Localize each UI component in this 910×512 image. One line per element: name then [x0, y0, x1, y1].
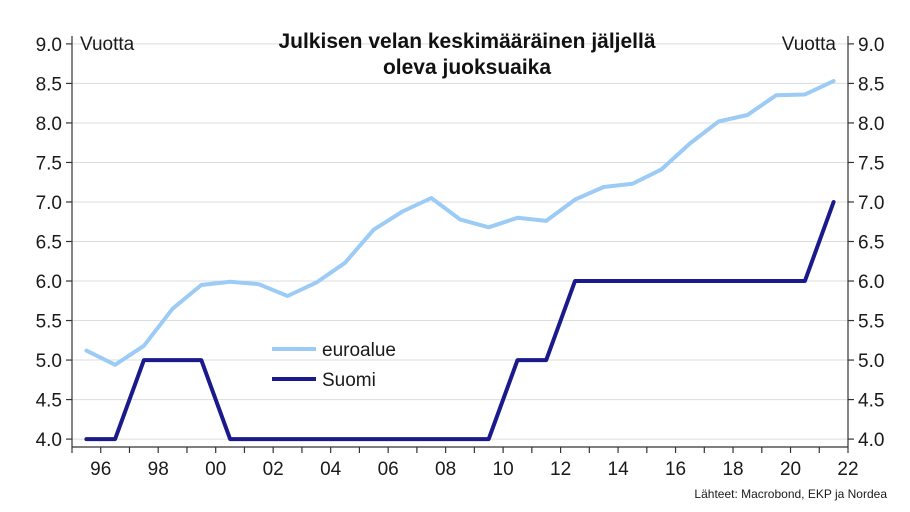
y-tick-label-right: 8.0: [858, 114, 884, 135]
y-tick-label-left: 8.5: [36, 74, 62, 95]
x-tick-label: 20: [780, 459, 801, 480]
y-tick-label-left: 4.5: [36, 391, 62, 412]
x-tick-label: 18: [722, 459, 743, 480]
series-line-euroalue: [84, 79, 836, 367]
y-tick-label-right: 7.5: [858, 153, 884, 174]
x-tick-label: 22: [837, 459, 858, 480]
x-axis-ticks: 96 98 00 02 04 06 08 10 12 14 16 18 20 22: [71, 447, 859, 480]
x-tick-label: 04: [320, 459, 342, 480]
series-line-suomi: [84, 200, 836, 442]
y-tick-label-left: 7.5: [36, 153, 62, 174]
y-tick-label-right: 5.0: [858, 351, 884, 372]
grid-lines: [72, 43, 848, 440]
x-tick-label: 12: [550, 459, 571, 480]
y-tick-label-left: 9.0: [36, 35, 62, 56]
x-tick-label: 16: [665, 459, 686, 480]
x-tick-label: 08: [435, 459, 456, 480]
x-tick-label: 14: [608, 459, 630, 480]
x-tick-label: 98: [148, 459, 169, 480]
unit-label-left: Vuotta: [80, 34, 135, 55]
chart-title-line-1: Julkisen velan keskimääräinen jäljellä: [278, 30, 655, 53]
y-axis-left-ticks: 4.0 4.5 5.0 5.5 6.0 6.5 7.0 7.5 8.0 8.5 9.0: [36, 35, 72, 451]
y-tick-label-right: 7.0: [858, 193, 884, 214]
y-tick-label-right: 4.5: [858, 391, 884, 412]
y-tick-label-left: 5.0: [36, 351, 62, 372]
series-lines: [84, 79, 836, 442]
y-tick-label-right: 5.5: [858, 312, 884, 333]
y-tick-label-left: 5.5: [36, 312, 62, 333]
x-tick-label: 10: [493, 459, 514, 480]
x-tick-label: 02: [263, 459, 284, 480]
y-tick-label-left: 6.5: [36, 233, 62, 254]
x-tick-label: 00: [205, 459, 226, 480]
y-tick-label-right: 6.0: [858, 272, 884, 293]
legend: euroalue Suomi: [272, 340, 396, 391]
y-axis-right-ticks: 4.0 4.5 5.0 5.5 6.0 6.5 7.0 7.5 8.0 8.5 9.0: [848, 35, 884, 451]
chart-title-line-2: oleva juoksuaika: [383, 56, 551, 79]
legend-label-suomi: Suomi: [322, 370, 376, 391]
y-tick-label-right: 9.0: [858, 35, 884, 56]
legend-label-euroalue: euroalue: [322, 340, 396, 361]
y-tick-label-right: 8.5: [858, 74, 884, 95]
y-tick-label-left: 4.0: [36, 430, 62, 451]
y-tick-label-right: 6.5: [858, 233, 884, 254]
y-tick-label-left: 7.0: [36, 193, 62, 214]
source-note: Lähteet: Macrobond, EKP ja Nordea: [694, 487, 887, 501]
x-tick-label: 96: [90, 459, 111, 480]
y-tick-label-right: 4.0: [858, 430, 884, 451]
y-tick-label-left: 6.0: [36, 272, 62, 293]
y-tick-label-left: 8.0: [36, 114, 62, 135]
x-tick-label: 06: [378, 459, 399, 480]
unit-label-right: Vuotta: [782, 34, 837, 55]
